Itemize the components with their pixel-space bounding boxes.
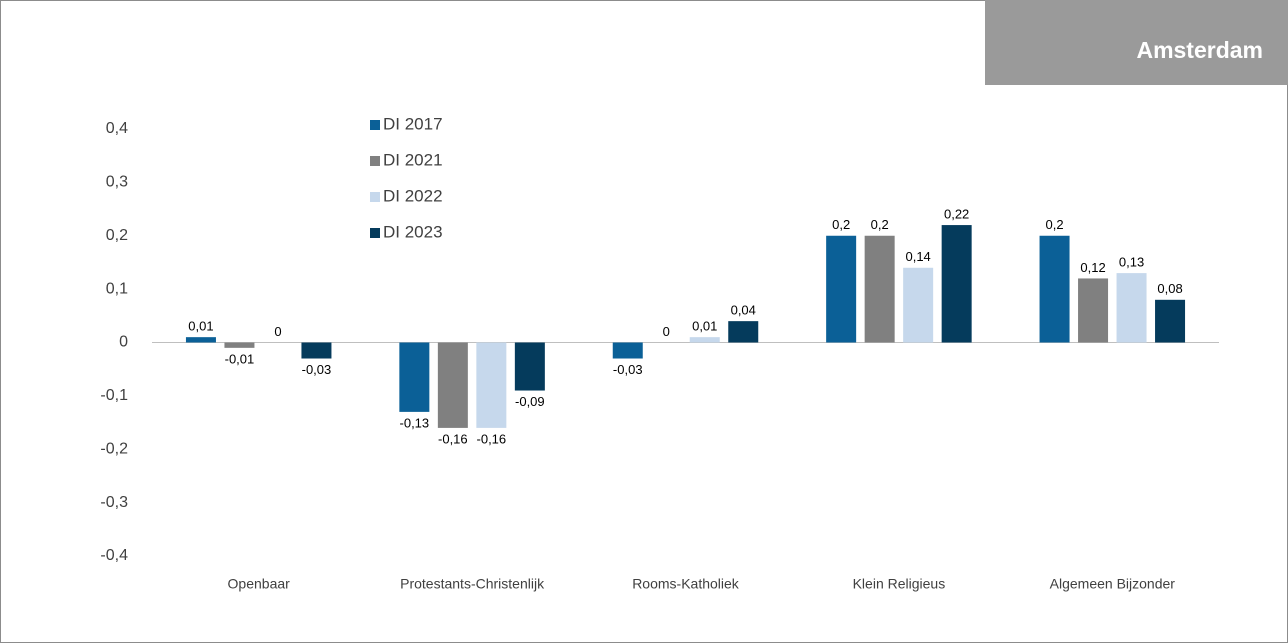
bar: [689, 337, 720, 343]
bar: [224, 342, 255, 348]
data-label: 0,14: [905, 249, 930, 264]
x-tick-label: Klein Religieus: [853, 576, 946, 592]
data-label: -0,03: [613, 362, 643, 377]
y-tick-label: -0,4: [100, 547, 128, 564]
x-tick-label: Protestants-Christenlijk: [400, 576, 545, 592]
data-label: 0,2: [1046, 217, 1064, 232]
y-tick-label: -0,2: [100, 440, 128, 457]
bar: [1116, 273, 1147, 343]
legend-label: DI 2022: [383, 186, 443, 205]
data-label: 0,04: [731, 303, 756, 318]
y-tick-label: 0,1: [106, 280, 128, 297]
data-label: -0,01: [225, 351, 255, 366]
bar: [301, 342, 332, 359]
y-tick-label: 0,2: [106, 227, 128, 244]
bar: [1039, 235, 1070, 343]
y-tick-label: 0,4: [106, 120, 128, 137]
data-label: -0,13: [400, 415, 430, 430]
legend-swatch: [370, 120, 380, 130]
data-label: 0,2: [832, 217, 850, 232]
bar: [903, 267, 934, 343]
bar: [476, 342, 507, 428]
bar: [399, 342, 430, 412]
bar: [612, 342, 643, 359]
data-label: 0,13: [1119, 255, 1144, 270]
bar: [826, 235, 857, 343]
bar: [728, 321, 759, 343]
bar: [864, 235, 895, 343]
legend-label: DI 2017: [383, 114, 443, 133]
data-label: 0,12: [1080, 260, 1105, 275]
bar: [437, 342, 468, 428]
bar: [1155, 299, 1186, 343]
legend-swatch: [370, 228, 380, 238]
y-tick-label: -0,1: [100, 387, 128, 404]
y-tick-label: 0: [119, 334, 128, 351]
bar: [1078, 278, 1109, 343]
legend-swatch: [370, 192, 380, 202]
bar: [185, 337, 216, 343]
bar: [514, 342, 545, 391]
data-label: 0,08: [1157, 281, 1182, 296]
data-label: 0,22: [944, 207, 969, 222]
bar: [941, 225, 972, 343]
data-label: 0: [274, 324, 281, 339]
legend-label: DI 2021: [383, 150, 443, 169]
legend-label: DI 2023: [383, 222, 443, 241]
data-label: 0,01: [692, 319, 717, 334]
x-tick-label: Algemeen Bijzonder: [1050, 576, 1176, 592]
data-label: 0,01: [188, 319, 213, 334]
title-box: [985, 0, 1288, 85]
chart-title: Amsterdam: [1136, 37, 1263, 63]
y-tick-label: 0,3: [106, 174, 128, 191]
data-label: 0,2: [871, 217, 889, 232]
x-tick-label: Openbaar: [228, 576, 291, 592]
data-label: -0,09: [515, 394, 545, 409]
data-label: 0: [663, 324, 670, 339]
data-label: -0,16: [438, 431, 468, 446]
x-tick-label: Rooms-Katholiek: [632, 576, 740, 592]
legend-swatch: [370, 156, 380, 166]
data-label: -0,16: [477, 431, 507, 446]
data-label: -0,03: [302, 362, 332, 377]
y-tick-label: -0,3: [100, 494, 128, 511]
